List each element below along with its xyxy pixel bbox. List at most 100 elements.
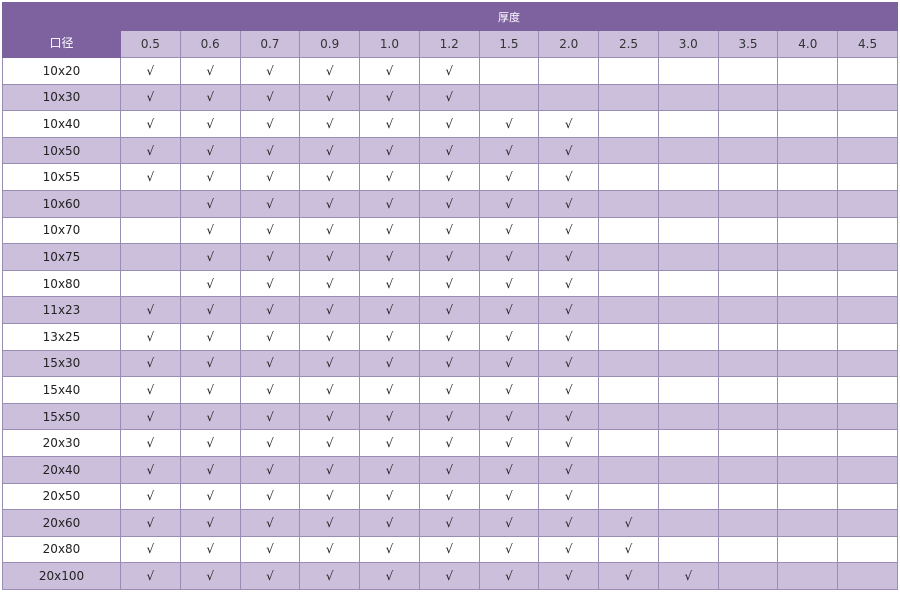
size-cell: 20x50 [2, 482, 121, 511]
thickness-column-header: 2.5 [598, 30, 659, 58]
table-row: 11x23 √ √ √ √ √ √ √ √ [2, 296, 898, 324]
size-cell: 20x80 [2, 535, 121, 564]
available-check-cell: √ [239, 296, 301, 324]
empty-cell [717, 110, 779, 138]
available-check-cell: √ [538, 216, 600, 245]
empty-cell [657, 322, 719, 351]
empty-cell [837, 322, 898, 351]
available-check-cell: √ [120, 429, 181, 457]
available-check-cell: √ [359, 482, 420, 511]
empty-cell [717, 509, 779, 537]
empty-cell [657, 83, 719, 112]
available-check-cell: √ [418, 402, 480, 431]
available-check-cell: √ [239, 163, 301, 191]
empty-cell [777, 349, 839, 378]
available-check-cell: √ [538, 163, 600, 191]
empty-cell [777, 216, 839, 245]
available-check-cell: √ [478, 455, 540, 484]
empty-cell [717, 296, 779, 324]
size-cell: 10x75 [2, 243, 121, 271]
thickness-header-row: 0.5 0.6 0.7 0.9 1.0 1.2 1.5 2.0 2.5 3.0 3.5 4.0 4.5 [3, 30, 898, 58]
available-check-cell: √ [478, 216, 540, 245]
available-check-cell: √ [120, 562, 181, 590]
empty-cell [657, 269, 719, 298]
empty-cell [598, 216, 659, 245]
available-check-cell: √ [418, 322, 480, 351]
available-check-cell: √ [359, 296, 420, 324]
table-row: 15x40 √ √ √ √ √ √ √ √ [2, 376, 898, 404]
available-check-cell: √ [179, 110, 241, 138]
available-check-cell: √ [120, 509, 181, 537]
empty-cell [598, 296, 659, 324]
available-check-cell: √ [120, 83, 181, 112]
available-check-cell: √ [299, 269, 361, 298]
empty-cell [598, 57, 659, 85]
empty-cell [478, 57, 540, 85]
available-check-cell: √ [239, 243, 301, 271]
empty-cell [717, 482, 779, 511]
size-cell: 20x100 [2, 562, 121, 590]
thickness-column-header: 1.5 [478, 30, 540, 58]
empty-cell [657, 136, 719, 165]
table-row: 15x30 √ √ √ √ √ √ √ √ [2, 349, 898, 378]
empty-cell [837, 57, 898, 85]
empty-cell [598, 402, 659, 431]
available-check-cell: √ [538, 429, 600, 457]
empty-cell [598, 322, 659, 351]
available-check-cell: √ [538, 349, 600, 378]
table-row: 10x75 √ √ √ √ √ √ √ [2, 243, 898, 271]
available-check-cell: √ [359, 110, 420, 138]
empty-cell [538, 83, 600, 112]
table-row: 10x30 √ √ √ √ √ √ [2, 83, 898, 112]
empty-cell [598, 429, 659, 457]
available-check-cell: √ [538, 136, 600, 165]
table-row: 10x20 √ √ √ √ √ √ [2, 57, 898, 85]
available-check-cell: √ [598, 562, 659, 590]
available-check-cell: √ [418, 349, 480, 378]
available-check-cell: √ [120, 376, 181, 404]
available-check-cell: √ [418, 376, 480, 404]
thickness-column-header: 3.5 [717, 30, 779, 58]
empty-cell [120, 216, 181, 245]
empty-cell [598, 189, 659, 218]
available-check-cell: √ [179, 269, 241, 298]
empty-cell [657, 243, 719, 271]
empty-cell [657, 509, 719, 537]
empty-cell [598, 243, 659, 271]
available-check-cell: √ [359, 455, 420, 484]
empty-cell [777, 83, 839, 112]
size-cell: 15x30 [2, 349, 121, 378]
empty-cell [777, 322, 839, 351]
empty-cell [657, 296, 719, 324]
available-check-cell: √ [299, 376, 361, 404]
empty-cell [120, 243, 181, 271]
available-check-cell: √ [179, 163, 241, 191]
empty-cell [657, 189, 719, 218]
available-check-cell: √ [299, 509, 361, 537]
available-check-cell: √ [418, 243, 480, 271]
empty-cell [837, 243, 898, 271]
available-check-cell: √ [239, 110, 301, 138]
available-check-cell: √ [359, 349, 420, 378]
available-check-cell: √ [239, 57, 301, 85]
empty-cell [837, 455, 898, 484]
available-check-cell: √ [418, 57, 480, 85]
available-check-cell: √ [239, 429, 301, 457]
empty-cell [717, 243, 779, 271]
available-check-cell: √ [299, 136, 361, 165]
available-check-cell: √ [179, 509, 241, 537]
size-cell: 20x60 [2, 509, 121, 537]
size-cell: 15x50 [2, 402, 121, 431]
available-check-cell: √ [478, 509, 540, 537]
thickness-column-header: 0.5 [120, 30, 181, 58]
size-cell: 20x30 [2, 429, 121, 457]
empty-cell [657, 57, 719, 85]
available-check-cell: √ [418, 296, 480, 324]
available-check-cell: √ [299, 535, 361, 564]
empty-cell [777, 509, 839, 537]
available-check-cell: √ [239, 455, 301, 484]
available-check-cell: √ [418, 269, 480, 298]
table-row: 20x100 √ √ √ √ √ √ √ √ √ √ [2, 562, 898, 590]
available-check-cell: √ [179, 243, 241, 271]
available-check-cell: √ [538, 562, 600, 590]
